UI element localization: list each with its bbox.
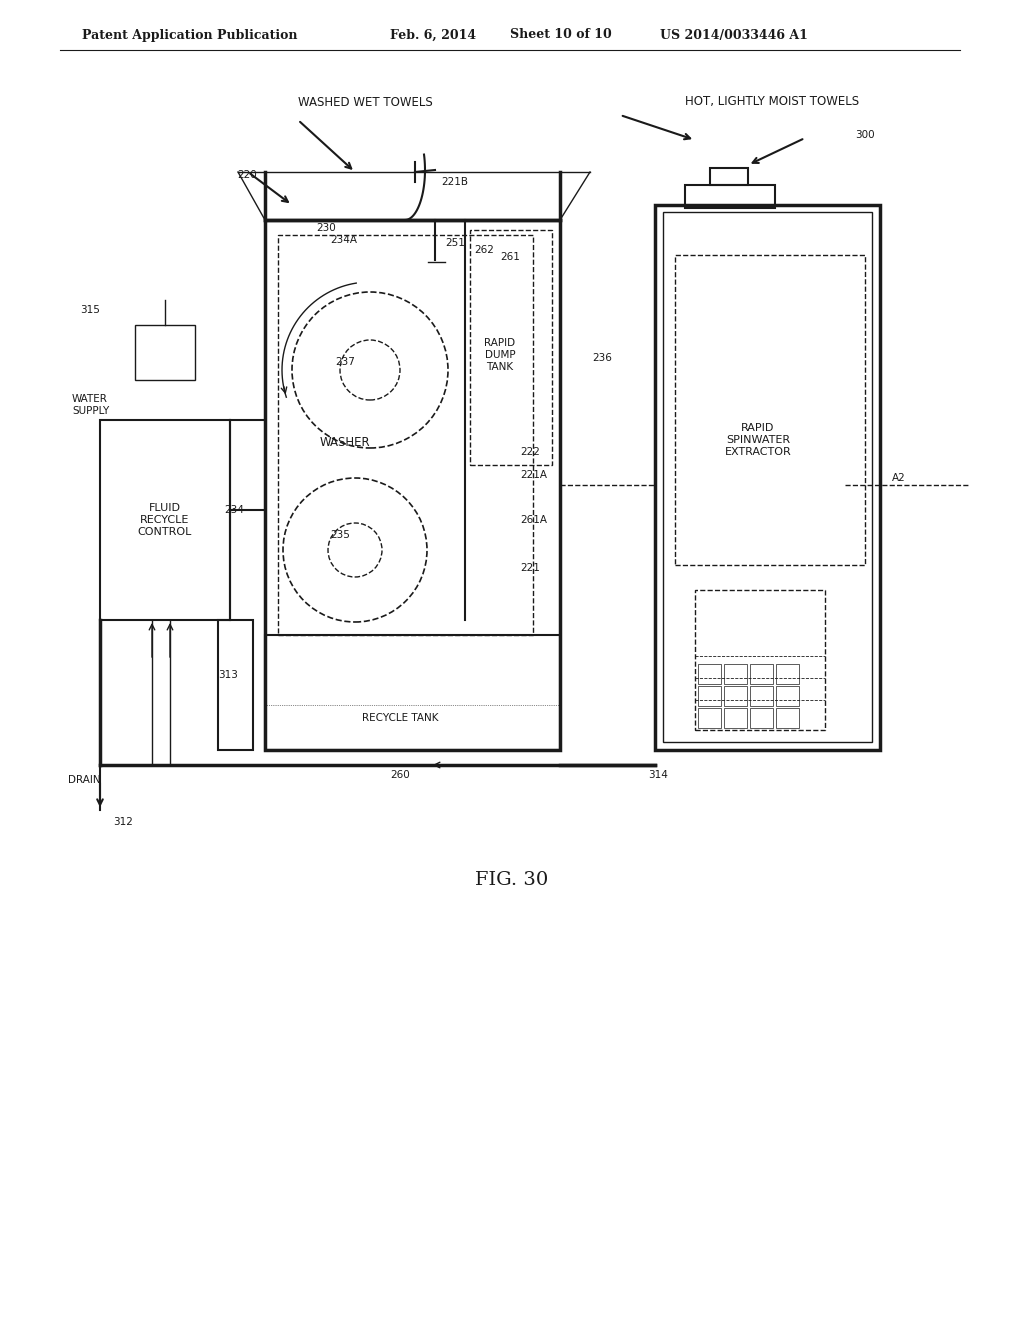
Bar — [724, 664, 746, 684]
Bar — [750, 664, 773, 684]
Text: A2: A2 — [892, 473, 906, 483]
Text: RAPID
SPINWATER
EXTRACTOR: RAPID SPINWATER EXTRACTOR — [725, 424, 792, 457]
Bar — [724, 686, 746, 706]
Text: DRAIN: DRAIN — [68, 775, 100, 785]
Text: 234: 234 — [224, 506, 244, 515]
Text: Sheet 10 of 10: Sheet 10 of 10 — [510, 29, 611, 41]
Text: 300: 300 — [855, 129, 874, 140]
Text: 234A: 234A — [330, 235, 357, 246]
Bar — [750, 686, 773, 706]
Bar — [698, 686, 721, 706]
Bar — [695, 590, 825, 730]
Text: 313: 313 — [218, 671, 238, 680]
Text: 315: 315 — [80, 305, 100, 315]
Text: Feb. 6, 2014: Feb. 6, 2014 — [390, 29, 476, 41]
Bar — [663, 213, 872, 742]
Bar — [698, 664, 721, 684]
Bar — [776, 686, 799, 706]
Bar — [470, 230, 552, 465]
Text: RAPID
DUMP
TANK: RAPID DUMP TANK — [484, 338, 515, 372]
Text: 235: 235 — [330, 531, 350, 540]
Text: WASHED WET TOWELS: WASHED WET TOWELS — [298, 95, 432, 108]
Text: US 2014/0033446 A1: US 2014/0033446 A1 — [660, 29, 808, 41]
Bar — [750, 708, 773, 729]
Bar — [675, 255, 865, 565]
Bar — [710, 168, 748, 185]
Bar — [135, 325, 195, 380]
Bar — [698, 708, 721, 729]
Text: 251: 251 — [445, 238, 465, 248]
Bar — [218, 620, 253, 750]
Text: 221B: 221B — [441, 177, 468, 187]
Bar — [265, 635, 560, 750]
Bar — [655, 205, 880, 750]
Text: 261A: 261A — [520, 515, 547, 525]
Bar — [776, 664, 799, 684]
Text: 262: 262 — [474, 246, 494, 255]
Text: WATER
SUPPLY: WATER SUPPLY — [72, 395, 110, 416]
Bar — [278, 235, 534, 635]
Bar — [100, 420, 230, 620]
Text: Patent Application Publication: Patent Application Publication — [82, 29, 298, 41]
Text: 222: 222 — [520, 447, 540, 457]
Text: 314: 314 — [648, 770, 668, 780]
Text: RECYCLE TANK: RECYCLE TANK — [361, 713, 438, 723]
Text: FLUID
RECYCLE
CONTROL: FLUID RECYCLE CONTROL — [138, 503, 193, 537]
Text: 220: 220 — [237, 170, 257, 180]
Text: 221A: 221A — [520, 470, 547, 480]
Bar — [265, 220, 560, 750]
Text: 236: 236 — [592, 352, 612, 363]
Text: 221: 221 — [520, 564, 540, 573]
Bar — [776, 708, 799, 729]
Text: HOT, LIGHTLY MOIST TOWELS: HOT, LIGHTLY MOIST TOWELS — [685, 95, 859, 108]
Text: 261: 261 — [500, 252, 520, 261]
Text: 237: 237 — [335, 356, 355, 367]
Text: 260: 260 — [390, 770, 410, 780]
Bar — [685, 185, 775, 209]
Text: FIG. 30: FIG. 30 — [475, 871, 549, 888]
Text: WASHER: WASHER — [319, 436, 371, 449]
Text: 230: 230 — [316, 223, 336, 234]
Bar — [724, 708, 746, 729]
Text: 312: 312 — [113, 817, 133, 828]
